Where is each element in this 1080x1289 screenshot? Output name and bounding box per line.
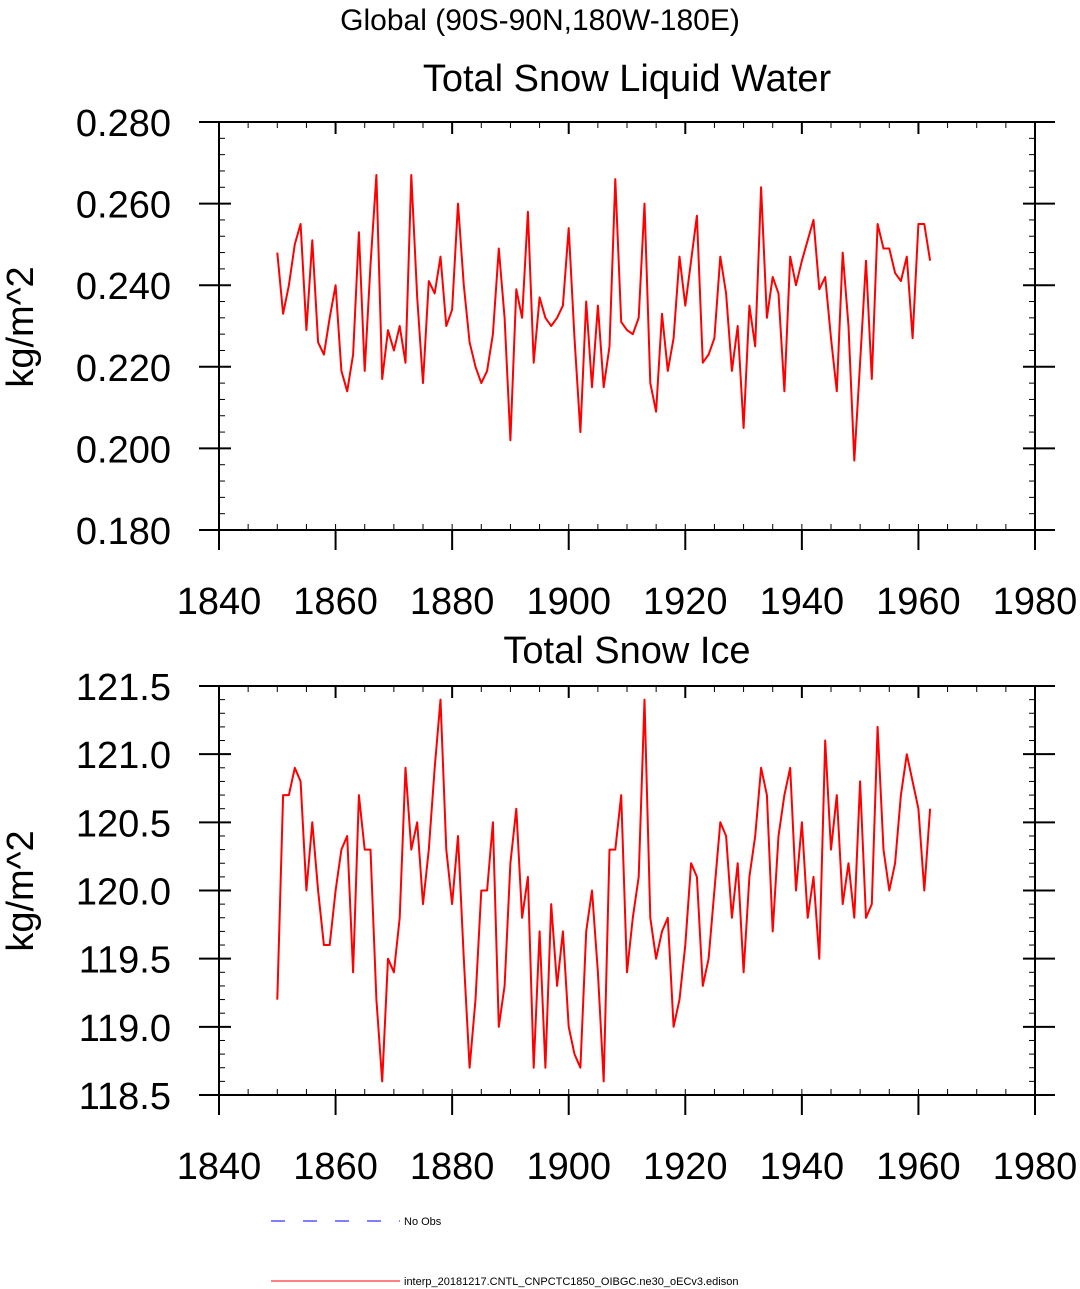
x-tick-label: 1960 bbox=[876, 1146, 961, 1188]
x-tick-label: 1860 bbox=[293, 1146, 378, 1188]
x-tick-label: 1980 bbox=[993, 1146, 1078, 1188]
plot-title: Total Snow Liquid Water bbox=[423, 58, 832, 100]
y-tick-label: 0.280 bbox=[76, 103, 171, 145]
legend-label-no-obs: No Obs bbox=[404, 1216, 442, 1228]
panel-total-snow-liquid-water: Total Snow Liquid Water kg/m^2 1840 1860 1… bbox=[0, 58, 1077, 623]
x-tick-label: 1900 bbox=[526, 1146, 611, 1188]
plot-title: Total Snow Ice bbox=[503, 630, 750, 672]
y-tick-label: 0.260 bbox=[76, 185, 171, 227]
y-axis-label: kg/m^2 bbox=[0, 830, 42, 951]
series-line bbox=[276, 174, 932, 462]
series-line bbox=[276, 698, 932, 1083]
y-tick-label: 0.240 bbox=[76, 266, 171, 308]
y-tick-label: 119.5 bbox=[79, 940, 171, 982]
x-tick-label: 1940 bbox=[760, 581, 845, 623]
y-tick-label: 118.5 bbox=[79, 1076, 171, 1118]
x-tick-label: 1880 bbox=[410, 581, 495, 623]
x-tick-label: 1920 bbox=[643, 581, 728, 623]
x-tick-label: 1960 bbox=[876, 581, 961, 623]
x-tick-label: 1840 bbox=[177, 1146, 262, 1188]
x-tick-label: 1940 bbox=[760, 1146, 845, 1188]
y-tick-label: 0.220 bbox=[76, 348, 171, 390]
y-tick-label: 0.180 bbox=[76, 511, 171, 553]
y-tick-label: 121.5 bbox=[76, 667, 171, 709]
x-tick-label: 1900 bbox=[526, 581, 611, 623]
y-tick-label: 120.5 bbox=[76, 803, 171, 845]
y-tick-label: 120.0 bbox=[76, 872, 171, 914]
page-title: Global (90S-90N,180W-180E) bbox=[340, 4, 740, 37]
x-tick-label: 1860 bbox=[293, 581, 378, 623]
legend-label-model-run: interp_20181217.CNTL_CNPCTC1850_OIBGC.ne… bbox=[404, 1276, 738, 1288]
y-tick-label: 121.0 bbox=[76, 735, 171, 777]
plot-frame bbox=[218, 685, 1036, 1096]
y-tick-label: 119.0 bbox=[79, 1008, 171, 1050]
legend: No Obs interp_20181217.CNTL_CNPCTC1850_O… bbox=[271, 1216, 738, 1288]
x-tick-label: 1880 bbox=[410, 1146, 495, 1188]
panel-total-snow-ice: Total Snow Ice kg/m^2 1840 1860 1880 1900 19… bbox=[0, 630, 1077, 1188]
y-axis-label: kg/m^2 bbox=[0, 266, 42, 387]
x-tick-label: 1920 bbox=[643, 1146, 728, 1188]
x-tick-label: 1980 bbox=[993, 581, 1078, 623]
y-tick-label: 0.200 bbox=[76, 429, 171, 471]
x-tick-label: 1840 bbox=[177, 581, 262, 623]
